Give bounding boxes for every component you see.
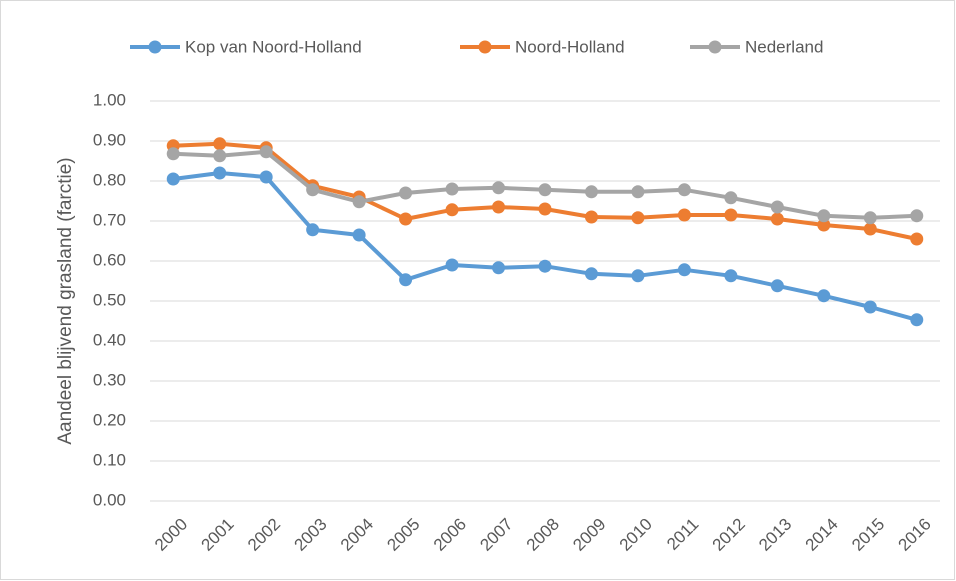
legend-label: Noord-Holland xyxy=(515,37,625,56)
data-point xyxy=(445,182,459,196)
y-axis-label: Aandeel blijvend grasland (farctie) xyxy=(55,157,76,444)
data-point xyxy=(492,261,506,275)
data-point xyxy=(863,300,877,314)
data-point xyxy=(538,183,552,197)
data-point xyxy=(677,208,691,222)
y-tick-label: 0.00 xyxy=(93,490,126,509)
data-point xyxy=(770,212,784,226)
legend-marker xyxy=(148,40,162,54)
legend-marker xyxy=(478,40,492,54)
legend-marker xyxy=(708,40,722,54)
data-point xyxy=(213,137,227,151)
data-point xyxy=(724,208,738,222)
data-point xyxy=(724,269,738,283)
data-point xyxy=(584,185,598,199)
data-point xyxy=(817,218,831,232)
data-point xyxy=(770,279,784,293)
data-point xyxy=(910,232,924,246)
data-point xyxy=(584,267,598,281)
data-point xyxy=(910,313,924,327)
data-point xyxy=(631,185,645,199)
data-point xyxy=(352,195,366,209)
data-point xyxy=(399,186,413,200)
data-point xyxy=(677,183,691,197)
y-tick-label: 0.80 xyxy=(93,170,126,189)
data-point xyxy=(584,210,598,224)
data-point xyxy=(863,211,877,225)
y-tick-label: 0.40 xyxy=(93,330,126,349)
data-point xyxy=(538,202,552,216)
data-point xyxy=(399,212,413,226)
y-tick-label: 0.10 xyxy=(93,450,126,469)
data-point xyxy=(631,269,645,283)
data-point xyxy=(817,289,831,303)
data-point xyxy=(677,263,691,277)
data-point xyxy=(770,200,784,214)
data-point xyxy=(910,209,924,223)
data-point xyxy=(445,203,459,217)
data-point xyxy=(538,259,552,273)
data-point xyxy=(492,181,506,195)
data-point xyxy=(352,228,366,242)
data-point xyxy=(213,149,227,163)
data-point xyxy=(166,172,180,186)
data-point xyxy=(445,258,459,272)
legend-label: Nederland xyxy=(745,37,823,56)
data-point xyxy=(259,145,273,159)
y-tick-label: 0.60 xyxy=(93,250,126,269)
y-tick-label: 0.50 xyxy=(93,290,126,309)
data-point xyxy=(817,209,831,223)
data-point xyxy=(863,222,877,236)
data-point xyxy=(306,223,320,237)
y-tick-label: 0.20 xyxy=(93,410,126,429)
data-point xyxy=(259,170,273,184)
data-point xyxy=(166,147,180,161)
y-tick-label: 1.00 xyxy=(93,90,126,109)
y-tick-label: 0.70 xyxy=(93,210,126,229)
data-point xyxy=(631,211,645,225)
y-tick-label: 0.90 xyxy=(93,130,126,149)
data-point xyxy=(213,166,227,180)
data-point xyxy=(492,200,506,214)
legend-label: Kop van Noord-Holland xyxy=(185,37,362,56)
data-point xyxy=(724,191,738,205)
data-point xyxy=(306,183,320,197)
data-point xyxy=(399,273,413,287)
y-tick-label: 0.30 xyxy=(93,370,126,389)
